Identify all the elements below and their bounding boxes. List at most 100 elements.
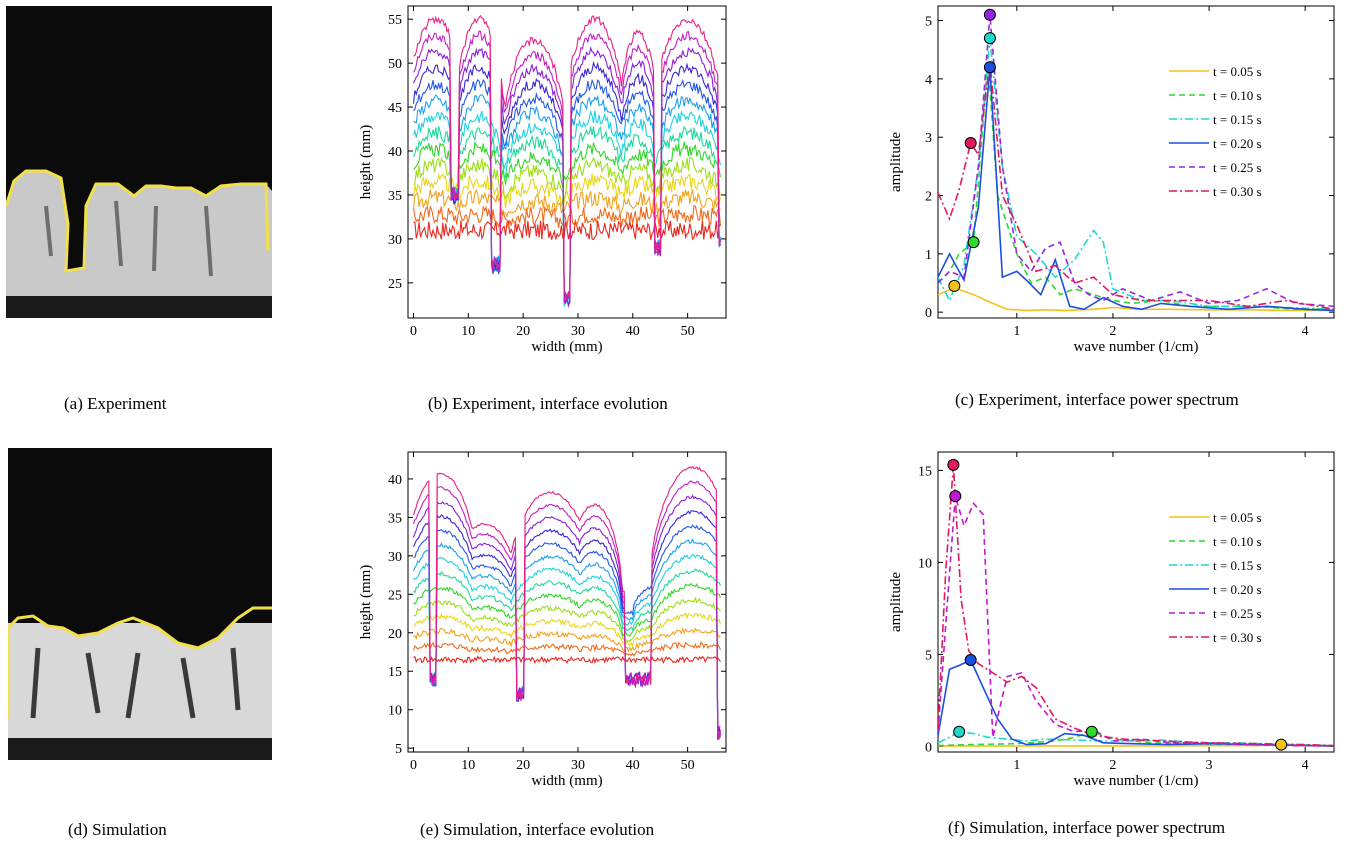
series-line-2 — [938, 61, 1334, 311]
x-axis-label: width (mm) — [531, 339, 602, 355]
y-tick-label: 50 — [388, 57, 402, 72]
peak-marker-5 — [983, 8, 996, 21]
evolution-curve-5 — [413, 156, 722, 203]
y-tick-label: 10 — [918, 556, 932, 571]
evolution-curve-8 — [413, 553, 722, 740]
y-tick-label: 30 — [388, 233, 402, 248]
x-tick-label: 20 — [516, 758, 530, 773]
y-axis-label: height (mm) — [358, 125, 374, 200]
y-tick-label: 2 — [925, 190, 932, 205]
x-tick-label: 40 — [626, 324, 640, 339]
x-tick-label: 0 — [410, 758, 417, 773]
y-tick-label: 20 — [388, 627, 402, 642]
evolution-curves — [412, 465, 722, 741]
caption-b: (b) Experiment, interface evolution — [428, 394, 668, 413]
caption-d: (d) Simulation — [68, 820, 167, 839]
caption-e: (e) Simulation, interface evolution — [420, 820, 655, 839]
plot-frame — [937, 451, 1335, 753]
simulation-fluid-region — [8, 623, 272, 743]
x-axis-label: wave number (1/cm) — [1074, 773, 1199, 789]
peak-marker-6 — [964, 137, 977, 150]
chart-simulation-interface-evolution: 0 10 20 30 40 50 5 10 15 20 25 30 35 40 width (mm) heig… — [350, 440, 730, 808]
chart-experiment-power-spectrum: 1 2 3 4 0 1 2 3 4 5 wave number (1/cm) amplitude t =… — [880, 0, 1356, 370]
y-tick-label: 15 — [918, 464, 932, 479]
peak-marker-2 — [1085, 725, 1098, 738]
experiment-dark-base — [6, 296, 272, 318]
legend-label-5: t = 0.25 s — [1213, 160, 1262, 175]
legend-label-1: t = 0.05 s — [1213, 510, 1262, 525]
experiment-image-graphic — [4, 169, 272, 318]
y-axis-label: amplitude — [888, 572, 904, 632]
y-axis-label: amplitude — [888, 132, 904, 192]
y-tick-label: 0 — [925, 306, 932, 321]
y-tick-label: 30 — [388, 550, 402, 565]
chart-e-svg: 0 10 20 30 40 50 5 10 15 20 25 30 35 40 width (mm) heig… — [358, 451, 727, 789]
x-tick-label: 3 — [1206, 324, 1213, 339]
y-tick-label: 0 — [925, 740, 932, 755]
peak-marker-6 — [947, 458, 960, 471]
evolution-curve-4 — [412, 173, 722, 209]
legend-label-3: t = 0.15 s — [1213, 112, 1262, 127]
peak-marker-4 — [964, 653, 977, 666]
y-tick-label: 10 — [388, 704, 402, 719]
series-line-6 — [938, 464, 1334, 747]
chart-b-svg: 0 10 20 30 40 50 25 30 35 40 45 50 55 width (mm) heigh… — [358, 5, 727, 355]
evolution-curve-14 — [413, 14, 722, 301]
y-tick-label: 3 — [925, 131, 932, 146]
y-tick-label: 15 — [388, 665, 402, 680]
legend-label-4: t = 0.20 s — [1213, 582, 1262, 597]
x-tick-label: 2 — [1109, 324, 1116, 339]
evolution-curve-11 — [413, 510, 722, 740]
chart-experiment-interface-evolution: 0 10 20 30 40 50 25 30 35 40 45 50 55 width (mm) heigh… — [350, 0, 730, 370]
y-tick-label: 4 — [925, 73, 932, 88]
peak-marker-5 — [949, 490, 962, 503]
plot-frame — [937, 5, 1335, 319]
x-axis-label: width (mm) — [531, 773, 602, 789]
experiment-interface-outline — [4, 169, 270, 273]
y-tick-label: 55 — [388, 13, 402, 28]
legend-label-1: t = 0.05 s — [1213, 64, 1262, 79]
plot-frame — [407, 5, 727, 319]
evolution-curve-7 — [413, 568, 721, 686]
x-tick-label: 1 — [1013, 758, 1020, 773]
x-tick-label: 2 — [1109, 758, 1116, 773]
y-tick-label: 25 — [388, 588, 402, 603]
evolution-curve-14 — [412, 465, 722, 741]
chart-simulation-power-spectrum: 1 2 3 4 0 5 10 15 wave number (1/cm) amplitude t =… — [880, 440, 1356, 808]
peak-marker-4 — [983, 61, 996, 74]
y-tick-label: 45 — [388, 101, 402, 116]
x-axis-label: wave number (1/cm) — [1074, 339, 1199, 355]
series-line-4 — [938, 67, 1334, 312]
evolution-curve-4 — [413, 612, 722, 648]
x-tick-label: 0 — [410, 324, 417, 339]
y-tick-label: 35 — [388, 511, 402, 526]
simulation-image — [6, 448, 272, 760]
evolution-curve-5 — [413, 596, 721, 643]
legend-label-2: t = 0.10 s — [1213, 534, 1262, 549]
x-tick-label: 50 — [681, 324, 695, 339]
y-tick-label: 1 — [925, 248, 932, 263]
peak-marker-1 — [948, 279, 961, 292]
evolution-curve-3 — [413, 626, 721, 654]
x-tick-label: 30 — [571, 758, 585, 773]
x-tick-label: 4 — [1302, 324, 1309, 339]
evolution-curve-6 — [413, 141, 722, 204]
evolution-curve-3 — [412, 188, 721, 218]
plot-frame — [407, 451, 727, 753]
evolution-curves — [412, 14, 722, 309]
chart-c-svg: 1 2 3 4 0 1 2 3 4 5 wave number (1/cm) amplitude t =… — [888, 5, 1335, 355]
peak-marker-2 — [967, 236, 980, 249]
evolution-curve-9 — [412, 538, 722, 738]
legend-label-6: t = 0.30 s — [1213, 184, 1262, 199]
peak-marker-3 — [953, 725, 966, 738]
evolution-curve-13 — [413, 30, 721, 304]
y-tick-label: 25 — [388, 277, 402, 292]
evolution-curve-8 — [412, 109, 722, 303]
evolution-curve-6 — [413, 582, 722, 638]
x-tick-label: 10 — [461, 758, 475, 773]
y-axis-label: height (mm) — [358, 565, 374, 640]
legend-label-5: t = 0.25 s — [1213, 606, 1262, 621]
legend-label-6: t = 0.30 s — [1213, 630, 1262, 645]
simulation-fingers — [30, 647, 241, 719]
x-tick-label: 3 — [1206, 758, 1213, 773]
